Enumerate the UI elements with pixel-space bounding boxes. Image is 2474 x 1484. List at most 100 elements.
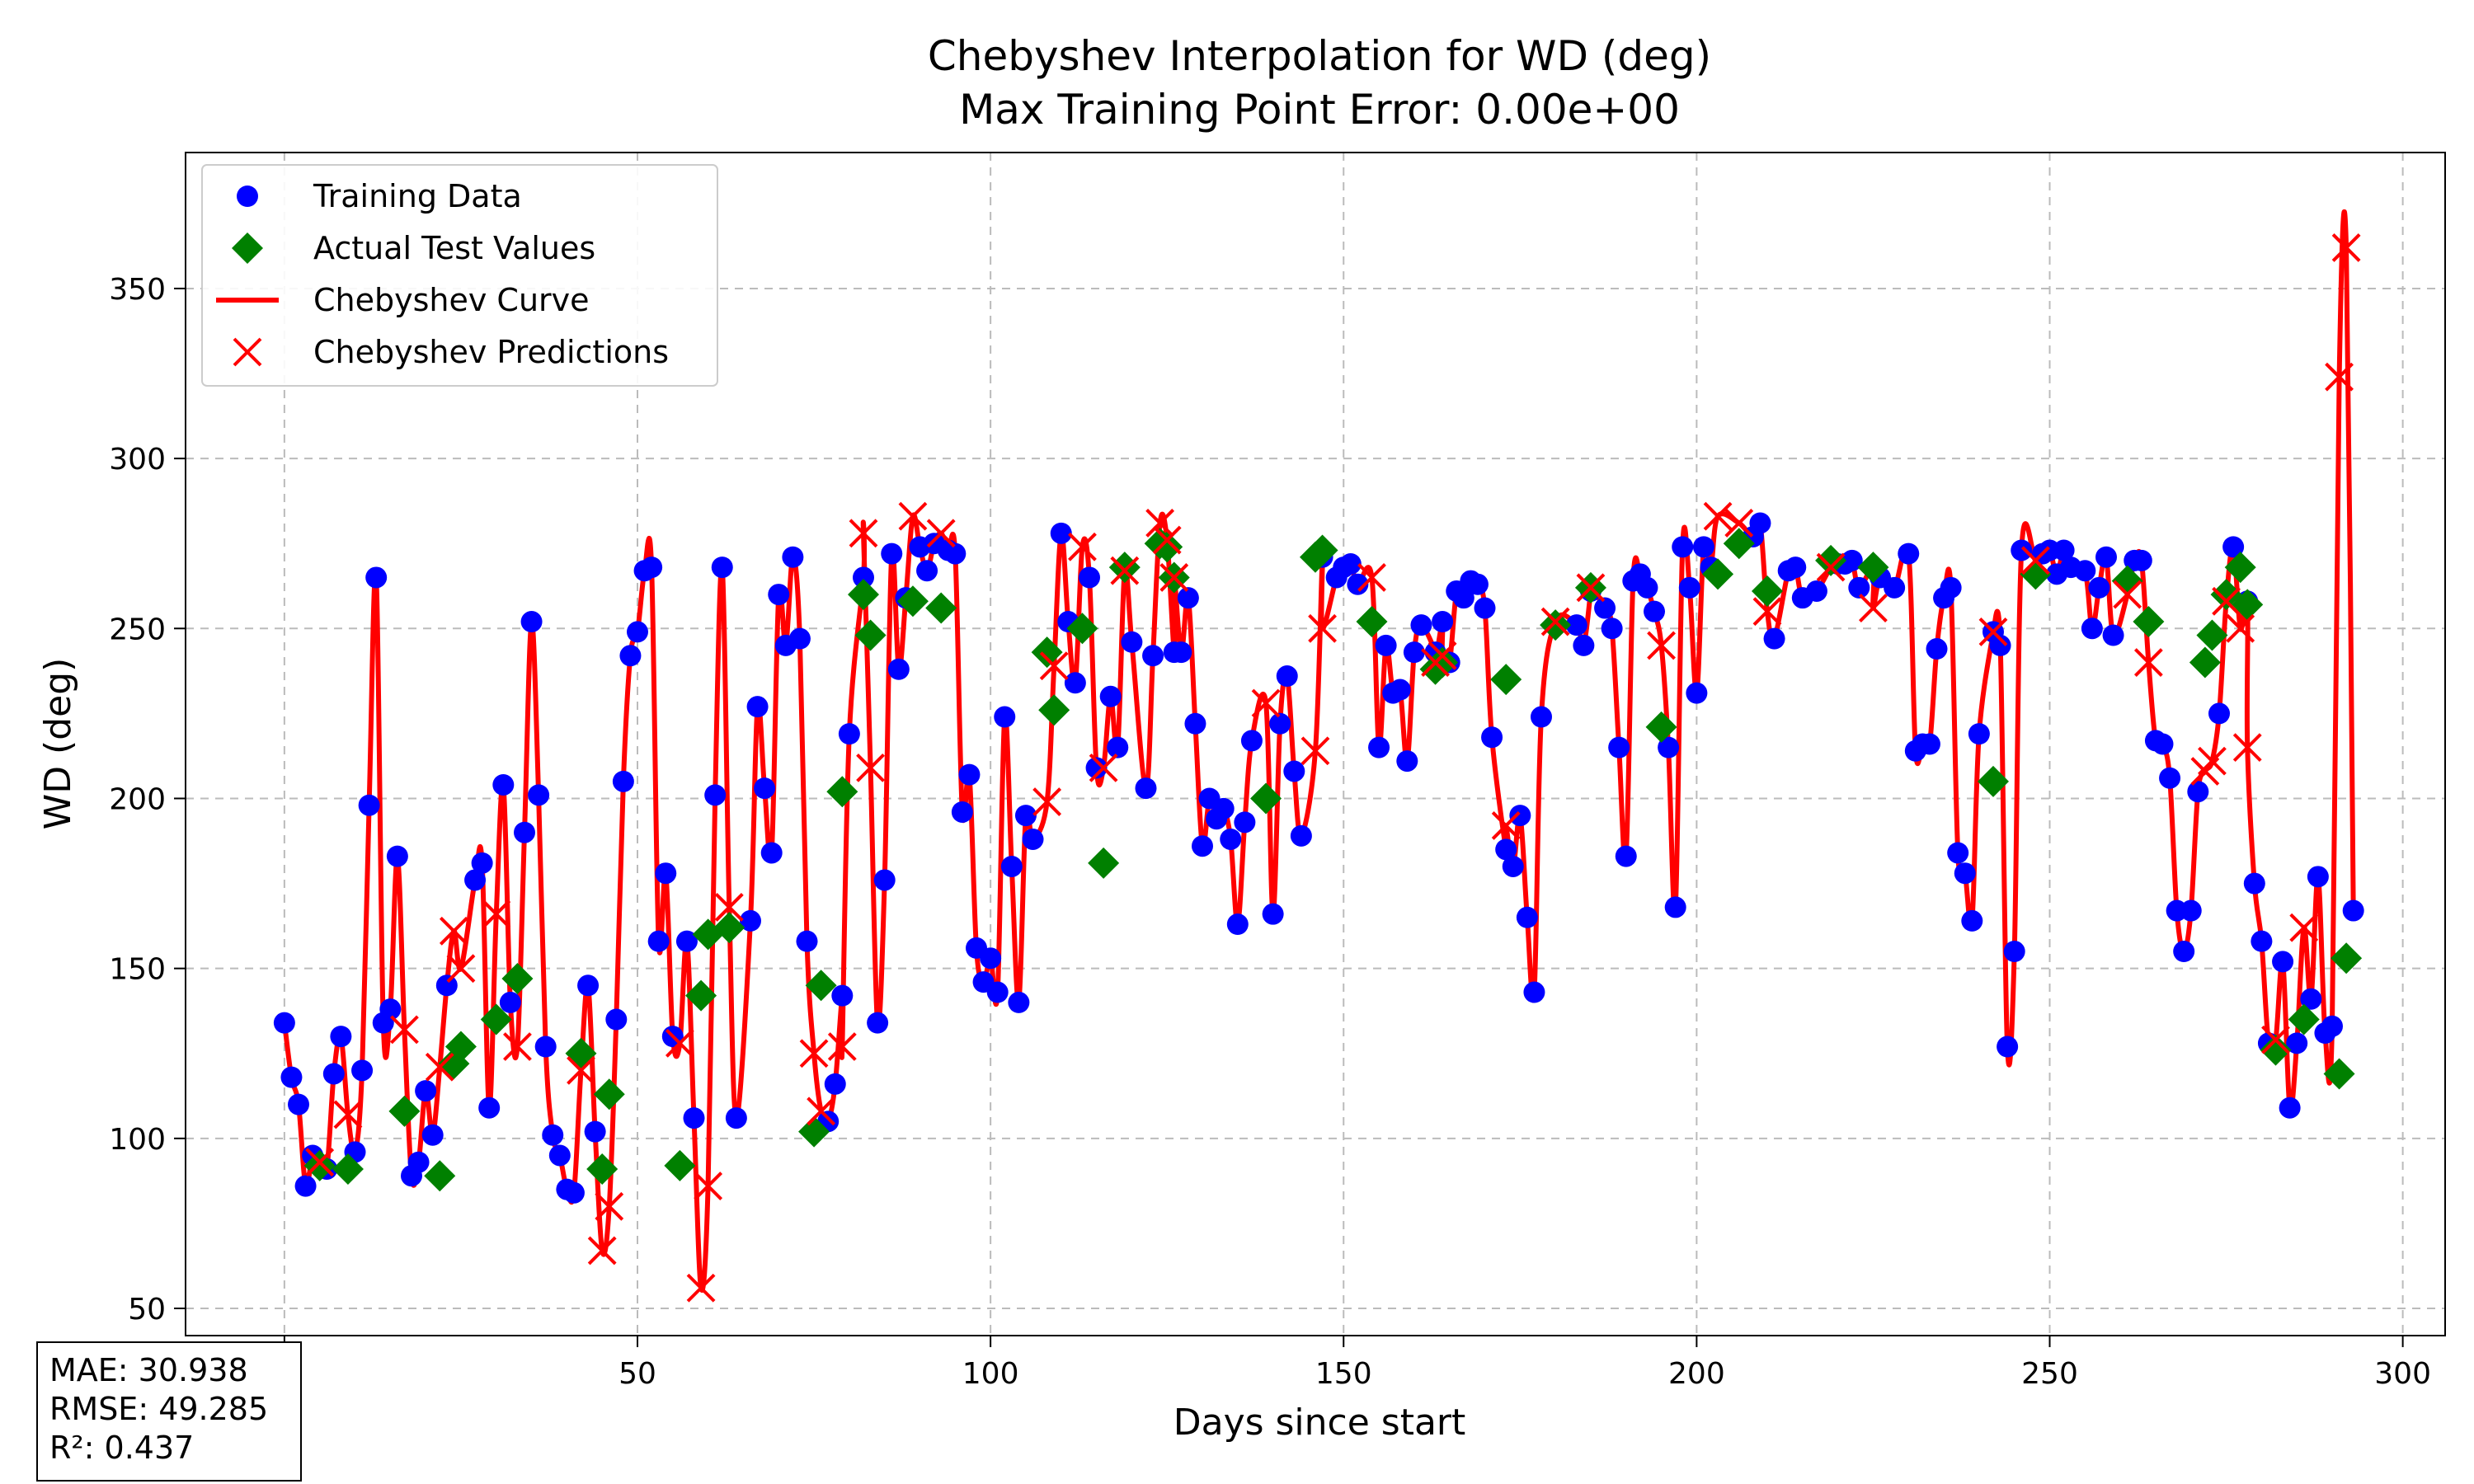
training-point: [853, 566, 874, 589]
test-value-point: [685, 979, 717, 1012]
training-point: [1064, 672, 1086, 694]
y-tick-label: 200: [109, 782, 166, 816]
training-point: [1898, 542, 1920, 565]
test-value-point: [805, 970, 837, 1002]
training-point: [760, 842, 783, 864]
training-point: [768, 584, 790, 606]
training-point: [1968, 723, 1990, 745]
y-tick-label: 100: [109, 1123, 166, 1157]
training-point: [478, 1097, 501, 1119]
training-point: [2187, 781, 2209, 803]
training-point: [986, 981, 1009, 1003]
training-point: [1763, 627, 1785, 650]
training-point: [2053, 539, 2075, 561]
training-point: [2279, 1097, 2301, 1119]
legend-box: [201, 164, 718, 387]
prediction-point: [1576, 573, 1606, 603]
training-point: [2300, 988, 2322, 1010]
y-tick-label: 300: [109, 443, 166, 477]
training-point: [831, 984, 854, 1007]
prediction-point: [856, 753, 885, 782]
training-point: [1226, 913, 1249, 936]
prediction-point: [1039, 651, 1069, 681]
prediction-point: [827, 1032, 857, 1061]
training-point: [1954, 862, 1976, 885]
x-tick-label: 100: [962, 1357, 1019, 1391]
training-point: [1474, 597, 1496, 619]
training-point: [2180, 899, 2202, 922]
test-value-point: [2224, 552, 2256, 584]
training-point: [1396, 750, 1418, 773]
training-point: [2243, 872, 2265, 895]
training-point: [1290, 824, 1312, 847]
training-point: [1841, 549, 1863, 571]
prediction-point: [849, 519, 878, 548]
test-value-point: [1088, 847, 1120, 879]
test-value-point: [332, 1153, 364, 1185]
test-value-point: [2189, 646, 2221, 679]
test-value-point: [1752, 575, 1783, 607]
training-point: [1672, 536, 1694, 558]
training-point: [782, 546, 804, 568]
training-point: [365, 566, 388, 589]
prediction-point: [1357, 563, 1386, 592]
test-value-point: [1978, 765, 2009, 797]
prediction-point: [503, 1032, 532, 1061]
training-point: [1989, 634, 2011, 656]
test-value-point: [1540, 609, 1572, 641]
training-point: [534, 1036, 557, 1058]
training-point: [1594, 597, 1616, 619]
training-point: [2222, 536, 2245, 558]
training-point: [1848, 576, 1870, 599]
prediction-point: [1978, 618, 2008, 646]
training-point: [1947, 842, 1969, 864]
training-point: [1262, 903, 1284, 925]
y-axis-label: WD (deg): [37, 658, 79, 830]
prediction-point: [333, 1100, 363, 1129]
training-point: [415, 1080, 437, 1102]
training-point: [980, 947, 1002, 970]
training-point: [838, 723, 860, 745]
test-value-point: [593, 1078, 625, 1111]
training-point: [1121, 631, 1143, 653]
test-value-point: [1490, 664, 1522, 696]
prediction-point: [595, 1191, 624, 1221]
training-point: [2102, 624, 2124, 646]
test-value-point: [388, 1095, 421, 1127]
training-point: [1000, 855, 1023, 877]
training-point: [584, 1120, 606, 1143]
training-point: [2159, 767, 2181, 789]
prediction-point: [1703, 501, 1733, 531]
training-point: [740, 909, 761, 932]
training-point: [1368, 736, 1390, 758]
legend-item: Actual Test Values: [232, 230, 595, 266]
training-point: [273, 1012, 295, 1034]
test-value-point: [798, 1115, 830, 1148]
training-point: [351, 1059, 374, 1082]
test-value-point: [586, 1153, 618, 1185]
training-point: [641, 556, 663, 579]
training-point: [1664, 896, 1686, 918]
training-point: [1220, 828, 1242, 850]
training-point: [1805, 580, 1827, 602]
test-value-point: [1857, 552, 1889, 584]
training-point: [322, 1063, 345, 1085]
training-point: [2081, 618, 2103, 640]
test-value-point: [501, 963, 534, 995]
test-value-point: [303, 1149, 336, 1181]
legend-label: Training Data: [313, 178, 522, 214]
training-point: [379, 998, 402, 1021]
training-point: [2307, 866, 2329, 888]
prediction-point: [714, 893, 744, 922]
training-point: [499, 991, 521, 1013]
training-point: [294, 1175, 317, 1197]
test-value-point: [1723, 528, 1755, 560]
prediction-point: [2331, 233, 2361, 262]
prediction-point: [1300, 736, 1330, 766]
training-point: [916, 560, 938, 582]
training-point: [464, 869, 487, 891]
training-point: [2272, 951, 2294, 973]
training-point: [704, 784, 727, 806]
prediction-point: [1491, 811, 1521, 840]
